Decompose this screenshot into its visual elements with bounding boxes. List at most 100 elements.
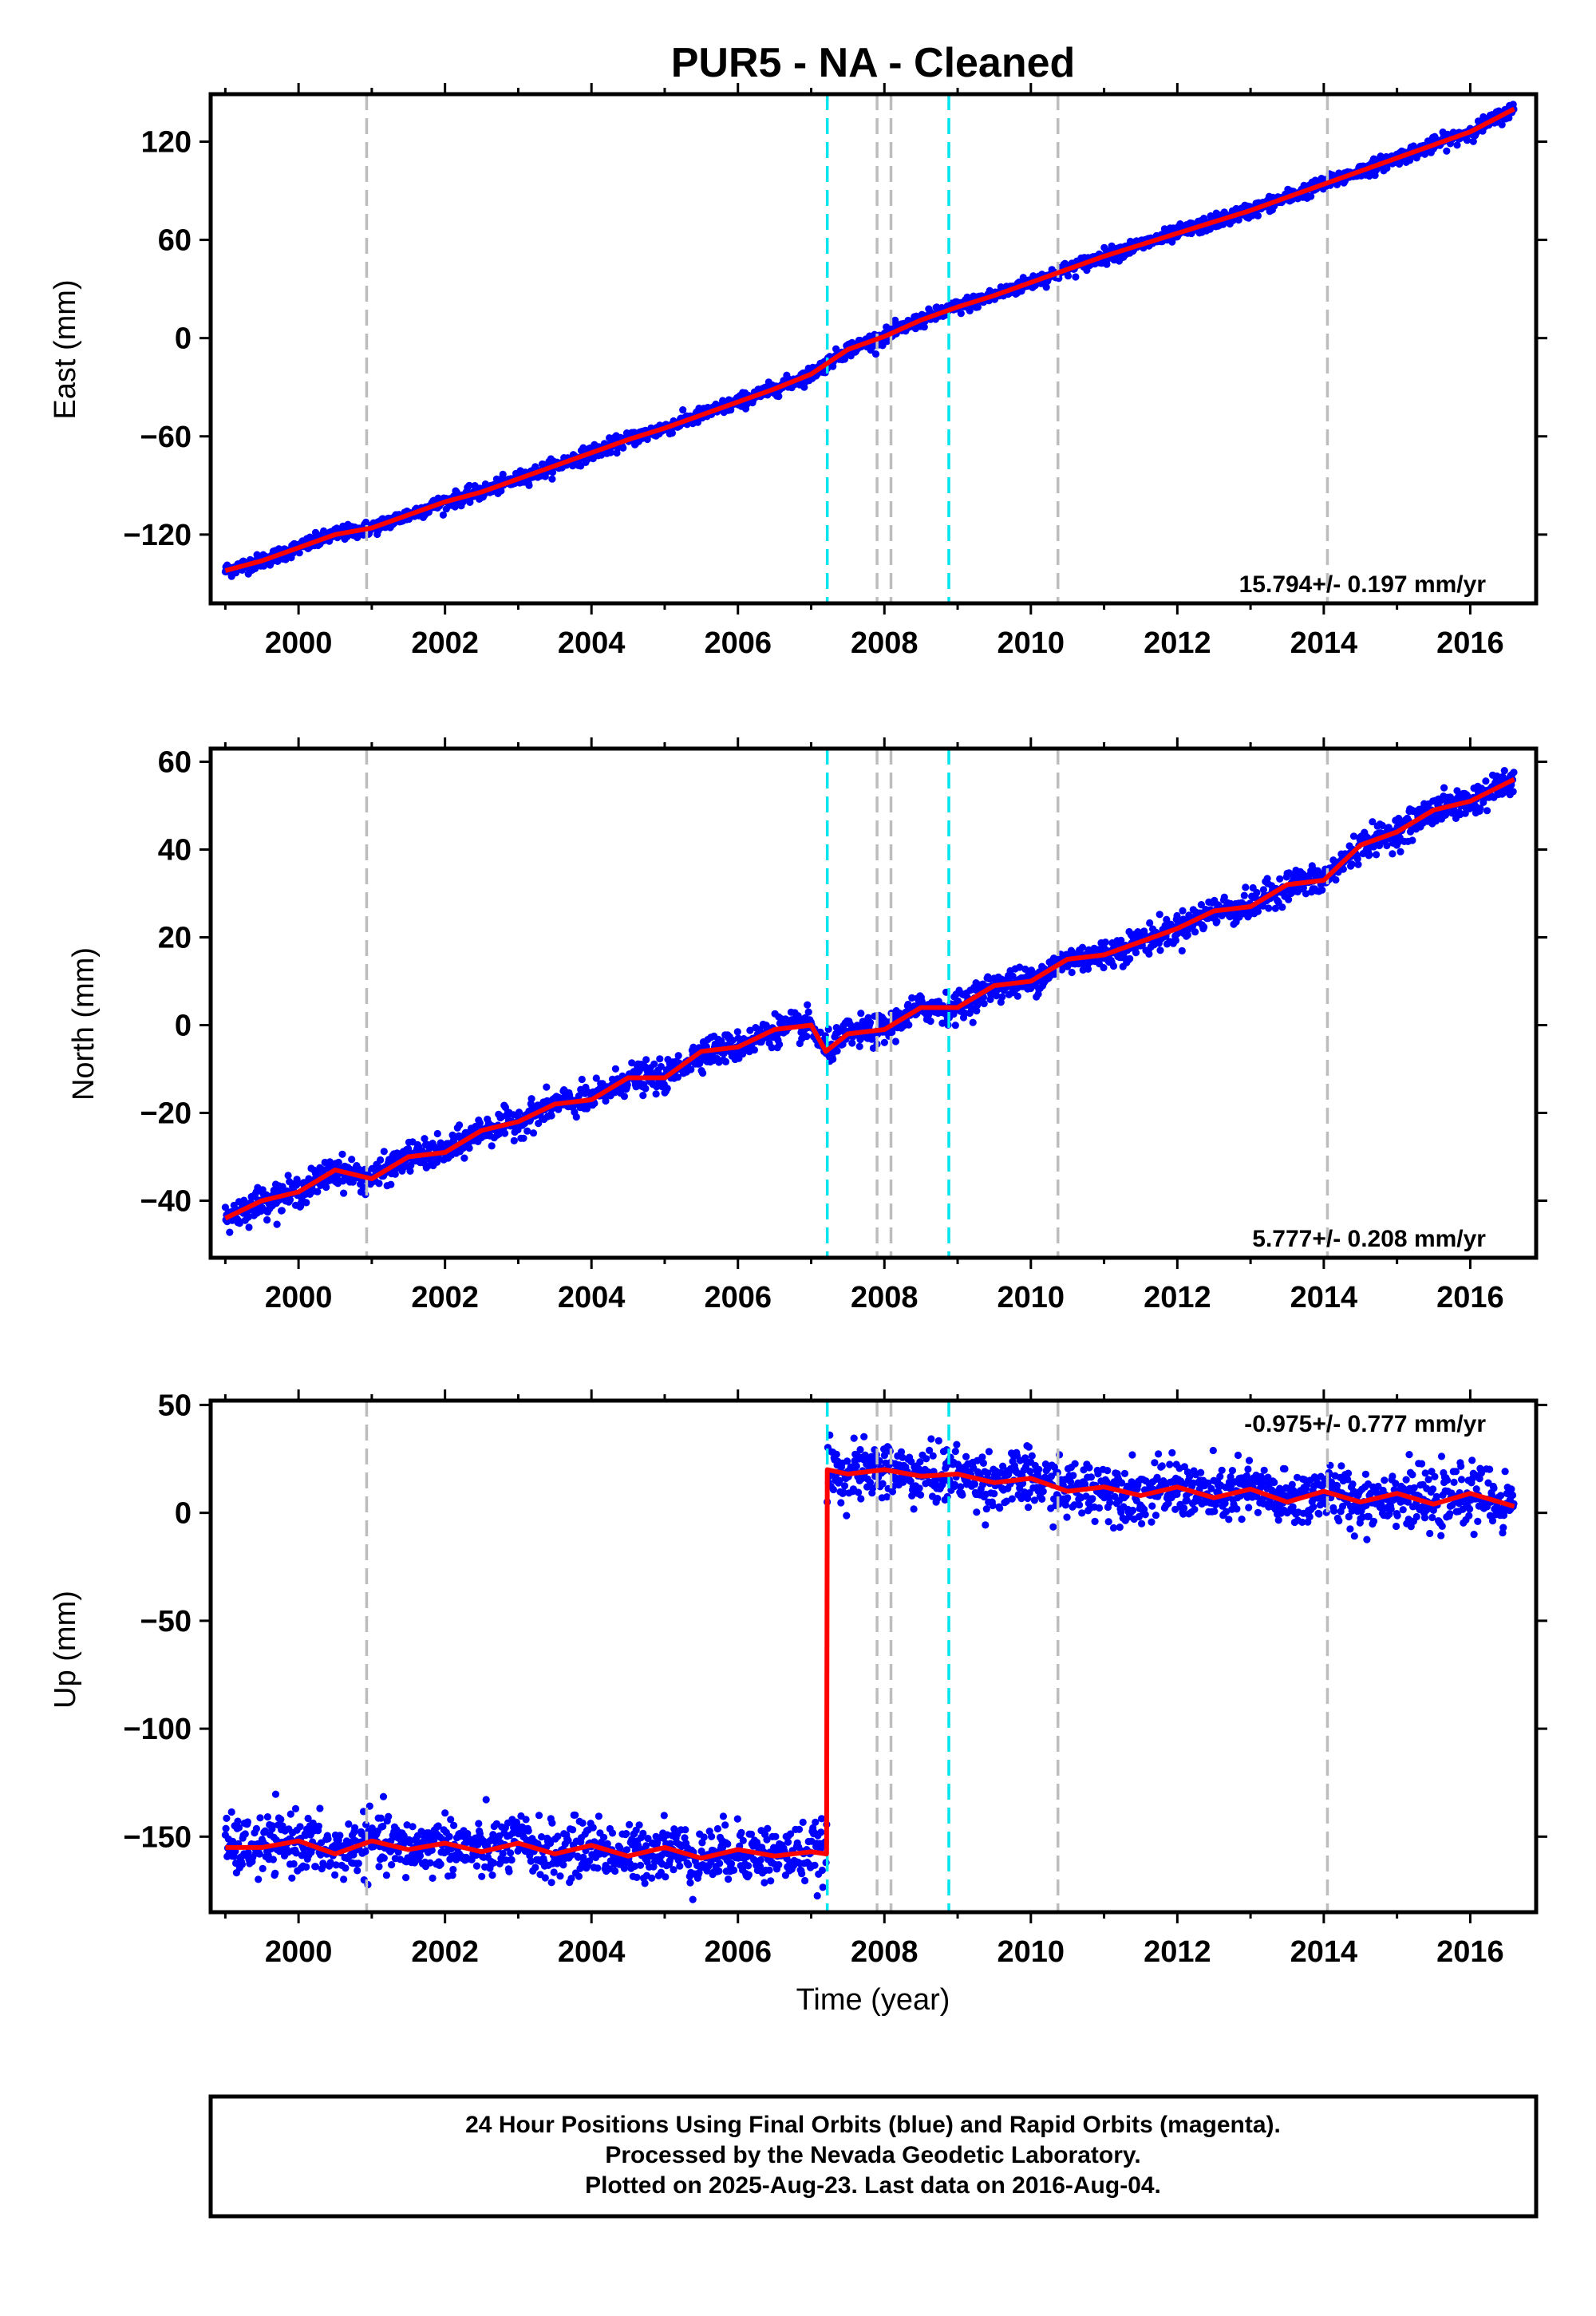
north-data-point [348,1156,356,1164]
north-ytick-label: 0 [175,1010,192,1043]
north-data-point [1396,848,1404,856]
north-data-point [650,1060,658,1068]
north-data-point [391,1170,399,1178]
up-data-point [449,1865,457,1874]
north-data-point [1509,788,1517,796]
east-data-point [1072,273,1080,281]
north-data-point [322,1184,330,1192]
north-data-point [1171,936,1180,944]
north-data-point [657,1062,666,1071]
up-data-point [271,1869,279,1877]
north-data-point [1156,947,1164,954]
up-data-point [271,1790,280,1798]
north-data-point [1156,911,1163,919]
east-vlines-layer [365,94,1329,603]
north-data-point [405,1144,413,1153]
east-panel: 2000 2002 2004 2006 2008 2010 2012 2014 2016−120… [49,83,1547,660]
up-data-point [441,1809,449,1817]
north-xtick-label: 2014 [1290,1281,1358,1314]
up-data-point [314,1822,322,1830]
north-data-point [951,1022,959,1030]
up-data-point [642,1842,650,1850]
up-data-point [416,1852,425,1860]
east-data-point [1383,164,1391,172]
up-data-point [546,1840,555,1848]
north-xtick-label: 2008 [851,1281,918,1314]
north-data-point [1383,841,1391,850]
up-data-point [553,1860,561,1867]
north-data-point [1242,883,1250,891]
north-data-point [1109,962,1118,970]
up-data-point [259,1864,267,1872]
north-ytick-label: 20 [158,922,192,955]
up-data-point [508,1856,516,1864]
north-data-point [278,1207,286,1215]
north-data-point [602,1097,610,1105]
up-data-point [302,1863,310,1871]
up-data-point [354,1867,361,1875]
north-data-point [1013,992,1021,1000]
north-data-point [226,1228,234,1236]
up-data-point [434,1822,442,1830]
north-xtick-label: 2004 [558,1281,626,1314]
north-data-point [866,1018,875,1026]
up-data-point [332,1861,340,1869]
east-data-point [613,449,621,457]
up-data-point [388,1861,396,1869]
north-data-point [973,1007,981,1015]
east-data-point [775,393,783,401]
east-data-point [1307,192,1315,200]
up-data-point [234,1817,242,1825]
figure-title: PUR5 - NA - Cleaned [671,40,1076,86]
north-data-point [1369,818,1377,826]
north-data-point [338,1150,346,1158]
east-ytick-label: 120 [141,125,192,159]
up-data-point [304,1814,312,1823]
north-data-point [1178,947,1186,954]
north-data-point [421,1135,429,1143]
north-data-point [642,1056,650,1064]
north-data-point [908,994,916,1002]
north-data-point [583,1105,591,1113]
up-data-point [409,1823,417,1831]
up-data-point [522,1816,530,1824]
north-data-point [829,1055,837,1063]
north-data-point [993,992,1001,1000]
north-data-point [1100,963,1108,972]
north-data-point [1173,911,1181,920]
up-data-point [648,1874,656,1882]
north-data-point [998,993,1006,1001]
north-xtick-label: 2002 [411,1281,479,1314]
north-data-point [334,1158,342,1167]
north-data-point [326,1158,334,1166]
up-data-point [606,1865,614,1873]
east-xtick-label: 2000 [265,626,333,660]
north-ylabel: North (mm) [67,947,101,1101]
up-data-point [450,1821,458,1829]
up-data-point [252,1824,260,1832]
north-data-point [519,1134,527,1142]
east-data-point [1254,211,1262,219]
north-data-point [729,1036,737,1045]
up-data-point [564,1836,572,1844]
up-data-point [255,1875,263,1883]
north-data-point [803,1033,811,1041]
north-data-point [1145,950,1153,958]
east-data-point [295,549,303,557]
east-xtick-label: 2016 [1436,626,1504,660]
east-data-point [871,350,880,358]
north-data-point [263,1191,271,1199]
north-data-point [804,1008,812,1016]
north-data-point [855,1042,863,1050]
east-data-point [1463,136,1472,144]
east-data-point [920,323,928,331]
north-data-point [1378,821,1386,830]
east-data-point [549,468,557,476]
up-data-point [527,1857,535,1865]
up-data-point [594,1864,602,1872]
north-data-point [857,1010,865,1018]
north-data-point [623,1081,631,1089]
north-data-point [1197,901,1205,909]
east-data-point [1498,121,1506,128]
